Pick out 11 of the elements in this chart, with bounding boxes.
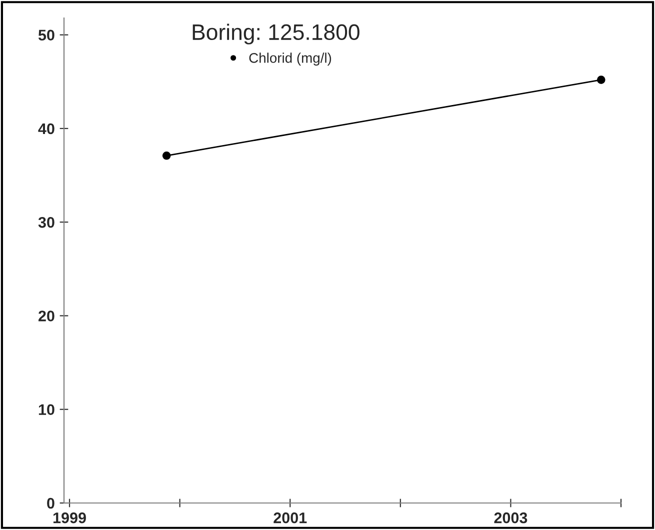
chart-title: Boring: 125.1800 bbox=[192, 24, 360, 44]
x-tick-label: 2003 bbox=[494, 512, 528, 524]
legend-label: Chlorid (mg/l) bbox=[249, 52, 332, 66]
y-tick-label: 50 bbox=[38, 30, 54, 41]
x-tick-label: 1999 bbox=[53, 512, 86, 524]
y-tick-label: 10 bbox=[38, 404, 54, 416]
x-tick-label: 2001 bbox=[274, 512, 307, 524]
y-tick-label: 30 bbox=[38, 216, 54, 228]
y-tick-label: 0 bbox=[47, 498, 54, 509]
y-tick-label: 40 bbox=[38, 123, 54, 134]
y-tick-label: 20 bbox=[38, 310, 54, 322]
